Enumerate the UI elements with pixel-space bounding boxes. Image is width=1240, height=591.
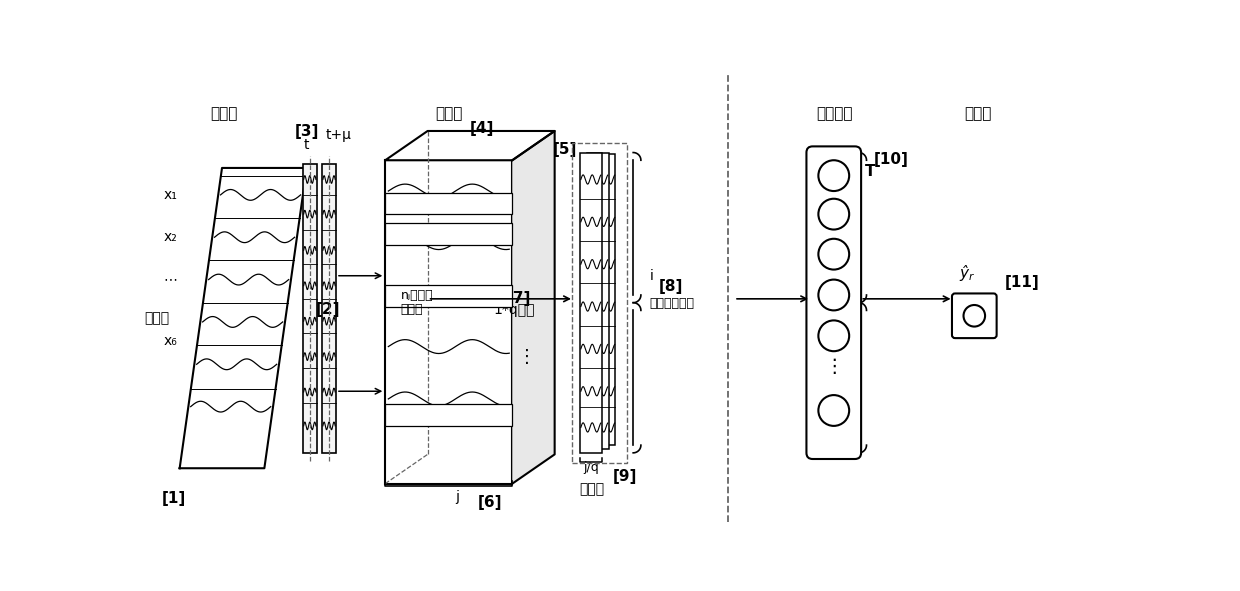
Bar [386,404,512,426]
FancyBboxPatch shape [952,294,997,338]
Text: t+μ: t+μ [326,128,352,142]
Text: [10]: [10] [874,152,909,167]
Text: [11]: [11] [1006,275,1040,290]
Text: [5]: [5] [552,142,577,157]
Circle shape [818,280,849,310]
Bar [572,143,627,463]
Text: j/q: j/q [584,460,599,473]
Text: [7]: [7] [507,291,532,306]
Bar [386,193,512,214]
Bar [386,160,512,483]
Text: x₁: x₁ [164,188,177,202]
Text: j: j [455,491,459,504]
Circle shape [818,395,849,426]
Text: x₂: x₂ [164,230,177,244]
Text: [9]: [9] [613,469,637,485]
Bar [580,152,601,453]
Bar [303,164,316,453]
Bar [386,223,512,245]
Text: [1]: [1] [161,491,186,506]
Text: i: i [650,268,653,282]
Text: 池化层: 池化层 [579,483,604,496]
Text: [2]: [2] [316,302,341,317]
Circle shape [818,320,849,351]
Bar [587,152,609,449]
Text: T: T [866,164,875,178]
Bar [594,154,615,445]
Text: [6]: [6] [477,495,502,510]
Circle shape [818,160,849,191]
FancyBboxPatch shape [806,147,861,459]
Text: nⱼ个卷积: nⱼ个卷积 [401,289,433,302]
Text: [8]: [8] [658,279,683,294]
Text: ⋮: ⋮ [825,357,843,376]
Text: [3]: [3] [295,124,320,139]
Text: 时间轴: 时间轴 [144,311,169,325]
Text: 全连接层: 全连接层 [816,106,852,121]
Circle shape [818,199,849,229]
Text: 输入层: 输入层 [210,106,237,121]
Text: 二次卷积池化: 二次卷积池化 [650,297,694,310]
Text: t: t [304,138,310,152]
Text: x₆: x₆ [164,334,177,348]
Text: ⋯: ⋯ [164,272,177,287]
Polygon shape [512,131,554,483]
Polygon shape [386,131,554,160]
Bar [322,164,336,453]
Circle shape [818,239,849,269]
Text: 1*q池化: 1*q池化 [494,303,536,317]
Text: ŷ$_r$: ŷ$_r$ [959,263,976,283]
Polygon shape [180,168,306,468]
Text: [4]: [4] [469,121,494,137]
Text: 核卷积: 核卷积 [401,303,423,316]
Text: ⋮: ⋮ [518,348,537,366]
Text: 卷积层: 卷积层 [435,106,463,121]
Text: 输出层: 输出层 [965,106,992,121]
Bar [386,285,512,307]
Circle shape [963,305,985,327]
